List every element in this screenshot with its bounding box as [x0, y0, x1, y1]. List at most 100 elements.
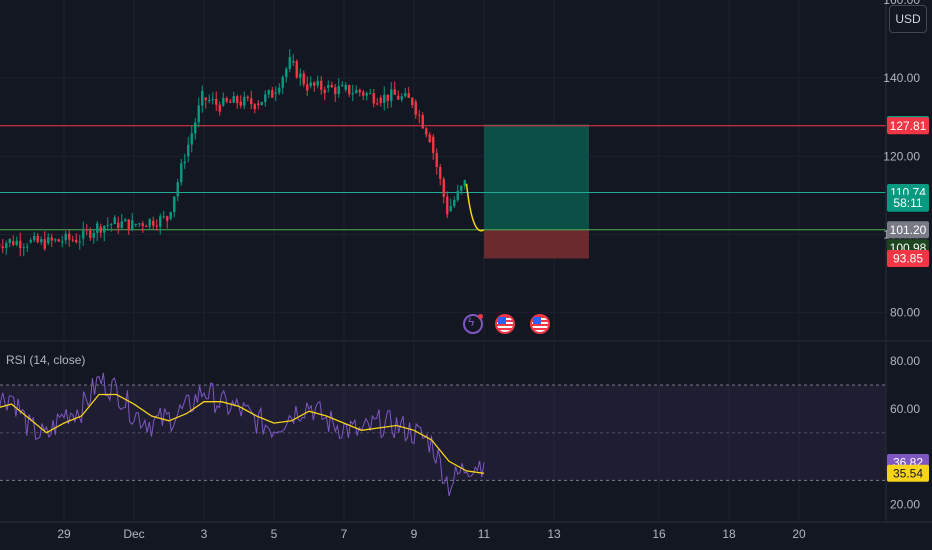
rsi-pane[interactable]: [0, 342, 886, 521]
candle-body: [124, 219, 127, 222]
candle-body: [117, 222, 120, 228]
candle-body: [187, 144, 190, 157]
candle-body: [113, 217, 116, 224]
rsi-badge: 35.54: [893, 466, 923, 480]
candle-body: [166, 216, 169, 221]
time-tick-label: 5: [271, 527, 278, 541]
rsi-ma-line: [0, 393, 485, 474]
candle-body: [386, 94, 389, 102]
candle-body: [225, 98, 228, 102]
candle-body: [302, 73, 305, 85]
candle-body: [400, 96, 403, 100]
candle-body: [463, 180, 466, 187]
candle-body: [313, 82, 316, 86]
price-tick-label: 80.00: [890, 306, 920, 320]
candle-body: [40, 239, 43, 243]
time-tick-label: 29: [57, 527, 71, 541]
candle-body: [43, 239, 46, 249]
candle-body: [201, 90, 204, 106]
us-flag-icon[interactable]: [495, 314, 515, 334]
candle-body: [120, 221, 123, 228]
candle-body: [327, 84, 330, 88]
candle-body: [222, 98, 225, 106]
candle-body: [418, 114, 421, 116]
candle-body: [218, 104, 221, 112]
lightning-icon[interactable]: ϟ: [463, 314, 483, 334]
candle-body: [453, 200, 456, 207]
candle-body: [432, 136, 435, 153]
candle-body: [176, 182, 179, 197]
candle-body: [365, 93, 368, 96]
candle-body: [57, 239, 60, 242]
currency-button[interactable]: USD: [889, 5, 927, 33]
candle-body: [260, 101, 263, 106]
candle-body: [183, 161, 186, 164]
candle-body: [78, 241, 81, 243]
candle-body: [460, 186, 463, 191]
candle-body: [85, 229, 88, 231]
candle-body: [456, 190, 459, 201]
candle-body: [194, 122, 197, 134]
price-pane[interactable]: [0, 0, 886, 340]
candle-body: [404, 93, 407, 97]
candle-body: [138, 223, 141, 225]
candle-body: [295, 61, 298, 78]
price-tick-label: 160.00: [883, 0, 920, 7]
candle-body: [26, 246, 29, 248]
candle-body: [75, 239, 78, 243]
candle-body: [71, 239, 74, 241]
candle-body: [211, 98, 214, 101]
rsi-indicator-title[interactable]: RSI (14, close): [6, 353, 86, 367]
candle-body: [50, 237, 53, 241]
price-badge: 93.85: [893, 252, 923, 266]
candle-body: [250, 98, 253, 105]
currency-label: USD: [895, 12, 921, 26]
candle-body: [351, 93, 354, 95]
candle-body: [232, 96, 235, 103]
candle-body: [12, 241, 15, 245]
candle-body: [110, 223, 113, 225]
price-badge: 58:11: [893, 196, 922, 210]
candle-body: [169, 212, 172, 219]
candle-body: [215, 98, 218, 105]
candle-body: [299, 73, 302, 78]
candle-body: [68, 233, 71, 240]
candle-body: [61, 241, 64, 243]
candle-body: [236, 96, 239, 104]
price-tick-label: 120.00: [883, 149, 920, 163]
candle-body: [278, 87, 281, 93]
time-axis[interactable]: 29 Dec 3 5 7 9 11 13 16 18 20: [57, 527, 806, 541]
candle-body: [369, 93, 372, 95]
candle-body: [243, 96, 246, 106]
candle-body: [362, 91, 365, 96]
candle-body: [131, 220, 134, 231]
candle-body: [239, 101, 242, 106]
us-flag-icon[interactable]: [530, 314, 550, 334]
candle-body: [5, 242, 8, 249]
candle-body: [152, 220, 155, 226]
candle-body: [393, 89, 396, 95]
candle-body: [376, 103, 379, 105]
candle-body: [197, 105, 200, 123]
candle-body: [285, 68, 288, 78]
candle-body: [267, 90, 270, 95]
rsi-badge-bg: [887, 464, 929, 482]
candle-body: [274, 92, 277, 94]
candle-body: [320, 80, 323, 90]
time-tick-label: Dec: [123, 527, 144, 541]
price-badge-bg: [887, 194, 929, 212]
rsi-axis[interactable]: 80.00 60.00 20.00: [890, 354, 920, 511]
candle-body: [425, 128, 428, 135]
candle-body: [22, 247, 25, 249]
price-badge-bg: [887, 221, 929, 239]
price-badge: 101.20: [890, 223, 927, 237]
rsi-tick-label: 60.00: [890, 402, 920, 416]
candle-body: [439, 167, 442, 179]
candle-body: [103, 225, 106, 233]
candle-body: [397, 95, 400, 100]
position-profit-zone: [484, 124, 589, 230]
candle-body: [446, 196, 449, 215]
candle-body: [358, 89, 361, 93]
candle-body: [82, 229, 85, 239]
